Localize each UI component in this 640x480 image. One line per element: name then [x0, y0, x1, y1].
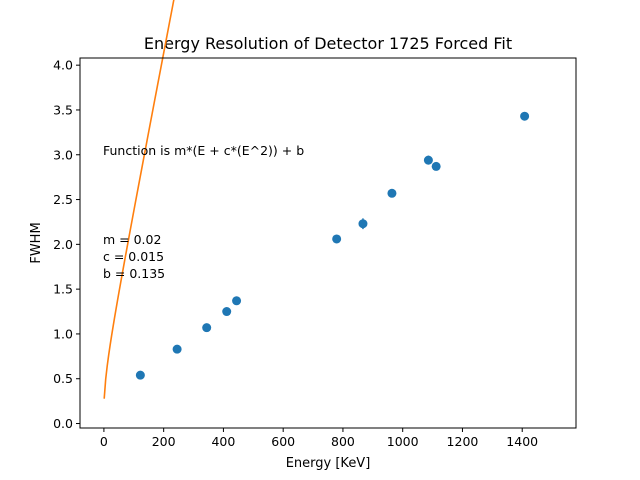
y-tick-label: 1.0 — [53, 326, 73, 341]
x-tick-label: 400 — [211, 434, 235, 449]
y-tick-label: 2.0 — [53, 237, 73, 252]
x-axis-label: Energy [KeV] — [286, 456, 371, 471]
data-point — [431, 161, 441, 171]
y-tick-label: 3.0 — [53, 147, 73, 162]
data-point — [520, 111, 530, 121]
m-annotation: m = 0.02 — [103, 232, 161, 247]
b-annotation: b = 0.135 — [103, 266, 165, 281]
x-tick-label: 800 — [331, 434, 355, 449]
function-annotation: Function is m*(E + c*(E^2)) + b — [103, 143, 304, 158]
x-tick-label: 200 — [152, 434, 176, 449]
data-point — [387, 188, 397, 198]
data-point — [358, 219, 368, 229]
x-tick-label: 0 — [100, 434, 108, 449]
y-axis-label: FWHM — [29, 222, 44, 263]
y-tick-label: 0.5 — [53, 371, 73, 386]
c-annotation: c = 0.015 — [103, 249, 164, 264]
data-point — [332, 234, 342, 244]
y-tick-label: 0.0 — [53, 416, 73, 431]
data-point — [172, 344, 182, 354]
data-point — [423, 155, 433, 165]
axes-frame — [79, 57, 577, 429]
data-point — [202, 323, 212, 333]
data-point-layer — [135, 111, 530, 380]
data-point — [222, 307, 232, 317]
x-tick-label: 1000 — [387, 434, 419, 449]
chart-title: Energy Resolution of Detector 1725 Force… — [144, 34, 512, 53]
y-tick-label: 3.5 — [53, 102, 73, 117]
y-axis-ticks: 0.0 0.5 1.0 1.5 2.0 2.5 3.0 3.5 4.0 — [53, 58, 80, 431]
data-point — [135, 370, 145, 380]
plot-area — [103, 0, 530, 399]
x-tick-label: 1200 — [447, 434, 479, 449]
y-tick-label: 4.0 — [53, 58, 73, 73]
y-tick-label: 2.5 — [53, 192, 73, 207]
x-axis-ticks: 0 200 400 600 800 1000 1200 1400 — [100, 428, 538, 449]
x-tick-label: 1400 — [506, 434, 538, 449]
y-tick-label: 1.5 — [53, 282, 73, 297]
x-tick-label: 600 — [271, 434, 295, 449]
data-point — [232, 296, 242, 306]
